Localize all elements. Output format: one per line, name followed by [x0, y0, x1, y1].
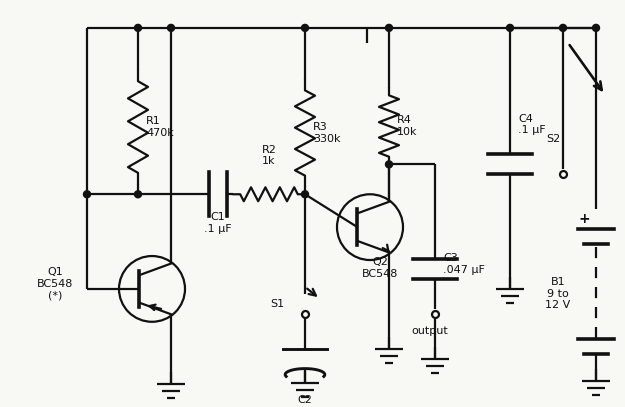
Text: S2: S2: [546, 134, 560, 144]
Text: B1
9 to
12 V: B1 9 to 12 V: [546, 277, 571, 311]
Circle shape: [168, 24, 174, 31]
Circle shape: [592, 24, 599, 31]
Text: R4
10k: R4 10k: [397, 115, 418, 137]
Circle shape: [301, 191, 309, 198]
Text: +: +: [578, 212, 590, 226]
Circle shape: [506, 24, 514, 31]
Circle shape: [84, 191, 91, 198]
Circle shape: [559, 24, 566, 31]
Text: C1
.1 μF: C1 .1 μF: [204, 212, 232, 234]
Text: Q1
BC548
(*): Q1 BC548 (*): [37, 267, 73, 300]
Text: Q2
BC548: Q2 BC548: [362, 257, 398, 279]
Text: S1: S1: [270, 299, 284, 309]
Circle shape: [386, 24, 392, 31]
Text: R2
1k: R2 1k: [262, 145, 276, 166]
Circle shape: [134, 24, 141, 31]
Circle shape: [386, 161, 392, 168]
Circle shape: [134, 191, 141, 198]
Text: R1
470k: R1 470k: [146, 116, 174, 138]
Text: output: output: [412, 326, 448, 336]
Circle shape: [301, 24, 309, 31]
Text: R3
330k: R3 330k: [313, 122, 341, 144]
Text: C4
.1 μF: C4 .1 μF: [518, 114, 546, 136]
Text: C3
.047 μF: C3 .047 μF: [443, 253, 485, 275]
Text: C2: C2: [298, 394, 312, 405]
